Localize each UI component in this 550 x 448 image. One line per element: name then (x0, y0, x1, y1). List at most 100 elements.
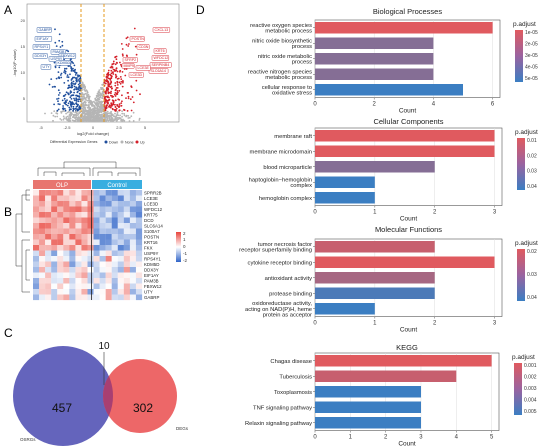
heatmap-cell (105, 283, 112, 290)
heatmap-cell (117, 278, 124, 284)
volcano-point (127, 97, 130, 100)
volcano-point (74, 88, 76, 90)
enrichment-category-label: oxidoreductase activity, acting on NAD(P)… (245, 301, 312, 318)
volcano-point (84, 90, 87, 92)
heatmap-cell (123, 228, 130, 235)
heatmap-cell (93, 294, 100, 301)
heatmap-cell (129, 217, 137, 224)
heatmap-cell (111, 267, 118, 273)
enrichment-bar (315, 176, 375, 188)
heatmap-cell (63, 283, 70, 290)
volcano-point (109, 86, 112, 88)
volcano-point (86, 90, 89, 93)
volcano-point (62, 107, 65, 110)
heatmap-cell (57, 195, 64, 202)
volcano-point (116, 62, 118, 64)
volcano-point (92, 104, 94, 106)
volcano-point (65, 103, 68, 106)
legend-none-swatch (120, 140, 124, 144)
heatmap-cell (129, 261, 137, 268)
volcano-point (106, 78, 108, 80)
volcano-label-box (121, 63, 135, 69)
heatmap-cell (117, 206, 124, 213)
heatmap-cell (33, 289, 40, 295)
volcano-point (98, 110, 101, 113)
heatmap-cell (93, 212, 100, 218)
heatmap-cell (69, 239, 76, 246)
enrichment-bar (315, 130, 495, 142)
volcano-point (60, 112, 63, 114)
volcano-point (58, 66, 61, 69)
heatmap-cell (63, 217, 70, 224)
heatmap-cell (63, 294, 70, 301)
heatmap-cell (93, 278, 100, 284)
volcano-point (58, 92, 61, 94)
volcano-point (63, 69, 66, 72)
heatmap-cell (135, 267, 143, 273)
heatmap-cell (81, 212, 88, 218)
volcano-point (69, 96, 72, 99)
heatmap-cell (69, 212, 76, 218)
volcano-point (120, 78, 123, 80)
enrichment-legend-tick: 0.002 (524, 375, 537, 381)
heatmap-cell (75, 289, 82, 295)
heatmap-cell (81, 190, 88, 196)
venn-left-circle (13, 346, 113, 446)
volcano-point (67, 79, 69, 82)
panel-letter-c: C (4, 326, 13, 340)
heatmap-cell (51, 272, 58, 279)
heatmap-cell (111, 250, 118, 257)
heatmap-cell (51, 267, 58, 273)
enrichment-x-label: Count (398, 441, 416, 448)
volcano-label-box (34, 36, 53, 42)
volcano-point (101, 84, 104, 86)
heatmap-cell (51, 212, 58, 218)
heatmap-gene-label: WFDC12 (144, 207, 163, 212)
volcano-point (67, 84, 70, 87)
volcano-point (114, 106, 117, 108)
heatmap-cell (33, 206, 40, 213)
volcano-point (115, 117, 118, 120)
heatmap-cell (117, 223, 124, 229)
volcano-label-box (32, 44, 51, 50)
volcano-point (110, 77, 113, 80)
heatmap-cell (45, 212, 52, 218)
heatmap-cell (93, 234, 100, 240)
enrichment-x-label: Count (400, 216, 418, 223)
volcano-point (133, 27, 136, 30)
heatmap-cell (123, 217, 130, 224)
volcano-label-box (50, 49, 66, 55)
heatmap-cell (123, 234, 130, 240)
volcano-point (114, 73, 117, 76)
heatmap-cell (75, 195, 82, 202)
heatmap-cell (51, 201, 58, 207)
heatmap-cell (45, 190, 52, 196)
volcano-point (106, 101, 108, 104)
volcano-point (114, 89, 117, 92)
volcano-point (120, 80, 123, 83)
volcano-point (88, 106, 90, 108)
volcano-point (69, 117, 72, 119)
heatmap-cell (39, 245, 46, 251)
heatmap-cell (105, 190, 112, 196)
volcano-point (115, 76, 117, 79)
heatmap-cell (111, 201, 118, 207)
heatmap-cell (99, 267, 106, 273)
volcano-point (66, 111, 69, 114)
volcano-point (75, 79, 78, 82)
heatmap-cell (99, 250, 106, 257)
heatmap-cell (81, 267, 88, 273)
volcano-point (60, 119, 63, 121)
volcano-point (60, 76, 63, 79)
venn-left-count: 457 (52, 401, 72, 415)
volcano-point (127, 95, 130, 98)
volcano-point (88, 107, 91, 110)
enrichment-bar (315, 84, 463, 96)
heatmap-cell (63, 206, 70, 213)
heatmap-cell (87, 283, 94, 290)
heatmap-cell (75, 201, 82, 207)
volcano-point (117, 114, 120, 117)
volcano-y-tick: 10 (21, 70, 26, 75)
volcano-point (119, 114, 121, 117)
